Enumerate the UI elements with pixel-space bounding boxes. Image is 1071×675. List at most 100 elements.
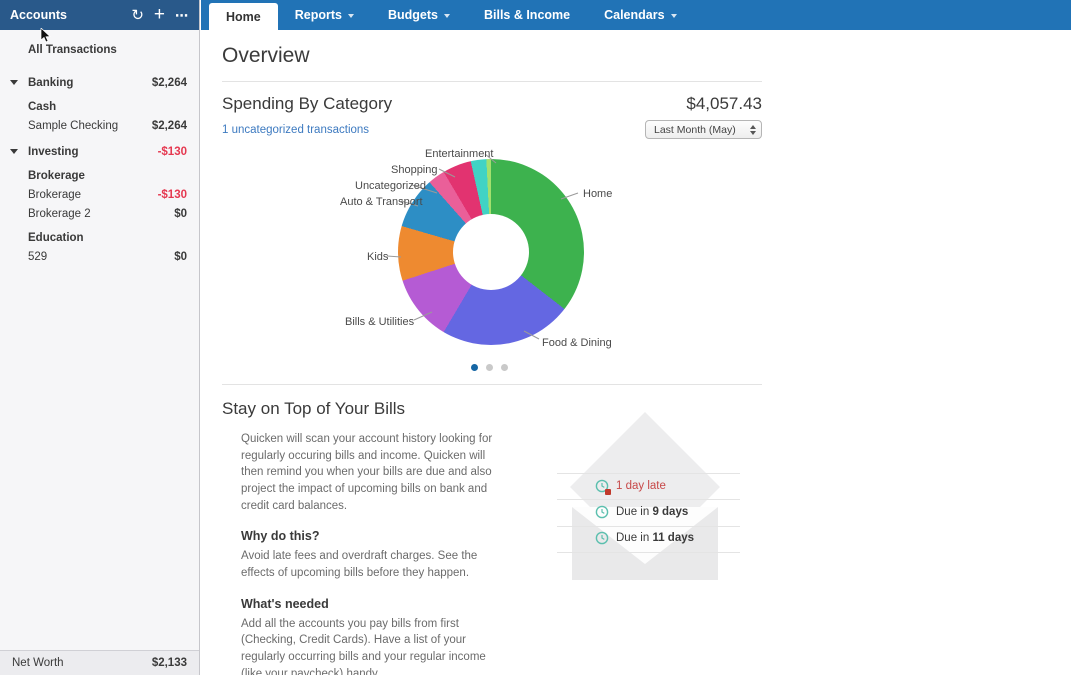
spending-heading: Spending By Category — [222, 94, 393, 113]
reminder-late: 1 day late — [595, 479, 666, 495]
account-balance: $2,264 — [151, 120, 187, 132]
group-label: Banking — [28, 77, 74, 89]
sidebar-subgroup-cash[interactable]: Cash — [0, 98, 199, 117]
carousel-dot-1[interactable] — [471, 364, 478, 371]
divider — [222, 81, 762, 82]
account-label: Brokerage 2 — [28, 208, 91, 220]
spending-donut-chart: Home Food & Dining Bills & Utilities Kid… — [222, 141, 762, 384]
slice-label-uncategorized: Uncategorized — [355, 180, 426, 192]
slice-label-auto-transport: Auto & Transport — [340, 196, 423, 208]
tab-label: Budgets — [387, 8, 438, 22]
uncategorized-link[interactable]: 1 uncategorized transactions — [222, 123, 370, 136]
sidebar-item-sample-checking[interactable]: Sample Checking $2,264 — [0, 117, 199, 136]
carousel-dot-3[interactable] — [501, 364, 508, 371]
group-balance: $2,264 — [151, 77, 187, 89]
subgroup-label: Brokerage — [28, 170, 85, 182]
mouse-cursor — [40, 28, 51, 43]
page-title: Overview — [222, 44, 310, 67]
tab-label: Home — [226, 9, 261, 24]
sidebar-item-brokerage-2[interactable]: Brokerage 2 $0 — [0, 205, 199, 224]
stepper-icon — [750, 124, 756, 135]
bills-section: Stay on Top of Your Bills Quicken will s… — [222, 385, 762, 675]
sidebar-item-529[interactable]: 529 $0 — [0, 248, 199, 267]
account-label: Brokerage — [28, 189, 82, 201]
slice-label-food-dining: Food & Dining — [542, 337, 612, 349]
slice-label-kids: Kids — [367, 251, 389, 263]
rule-line — [557, 552, 740, 553]
accounts-header: Accounts ↻ + ⋯ — [0, 0, 199, 30]
chevron-down-icon[interactable] — [10, 149, 18, 154]
net-worth-label: Net Worth — [12, 657, 64, 669]
account-balance: -$130 — [157, 189, 187, 201]
rule-line — [557, 473, 740, 474]
add-account-icon[interactable]: + — [153, 3, 165, 25]
tab-budgets[interactable]: Budgets — [371, 0, 467, 30]
why-text: Avoid late fees and overdraft charges. S… — [241, 550, 478, 580]
clock-late-icon — [595, 479, 611, 495]
account-label: All Transactions — [28, 44, 117, 56]
tab-label: Bills & Income — [483, 8, 571, 22]
bill-reminders-widget: 1 day late Due in 9 days — [555, 412, 787, 595]
carousel-dot-2[interactable] — [486, 364, 493, 371]
reminder-text: Due in — [616, 532, 653, 544]
accounts-sidebar: Accounts ↻ + ⋯ All Transactions Banking … — [0, 0, 200, 675]
clock-icon — [595, 531, 609, 545]
top-navbar: Home Reports Budgets Bills & Income Cale… — [201, 0, 1071, 30]
tab-calendars[interactable]: Calendars — [587, 0, 693, 30]
refresh-icon[interactable]: ↻ — [131, 6, 144, 24]
account-label: Sample Checking — [28, 120, 119, 132]
label-leader-lines — [386, 153, 579, 340]
slice-label-bills-utilities: Bills & Utilities — [345, 316, 415, 328]
sidebar-group-banking[interactable]: Banking $2,264 — [0, 74, 199, 93]
reminder-bold: 11 days — [652, 532, 695, 544]
needed-text: Add all the accounts you pay bills from … — [241, 617, 486, 675]
period-dropdown[interactable]: Last Month (May) — [645, 120, 762, 139]
reminder-bold: 9 days — [652, 506, 689, 518]
period-value: Last Month (May) — [654, 123, 736, 136]
why-heading: Why do this? — [241, 529, 320, 544]
reminder-due-11: Due in 11 days — [595, 531, 694, 545]
sidebar-item-all-transactions[interactable]: All Transactions — [0, 38, 199, 67]
bills-heading: Stay on Top of Your Bills — [222, 399, 406, 418]
tab-label: Calendars — [604, 8, 665, 22]
rule-line — [557, 526, 740, 527]
late-badge — [605, 489, 611, 495]
net-worth-amount: $2,133 — [151, 657, 187, 669]
sidebar-group-investing[interactable]: Investing -$130 — [0, 143, 199, 162]
divider — [222, 384, 762, 385]
reminder-text: Due in — [616, 506, 653, 518]
chevron-down-icon — [670, 14, 677, 18]
sidebar-subgroup-education[interactable]: Education — [0, 229, 199, 248]
account-label: 529 — [28, 251, 48, 263]
sidebar-subgroup-brokerage[interactable]: Brokerage — [0, 167, 199, 186]
spending-total: $4,057.43 — [686, 94, 762, 113]
slice-label-shopping: Shopping — [391, 164, 438, 176]
net-worth-row: Net Worth $2,133 — [0, 650, 199, 675]
group-label: Investing — [28, 146, 79, 158]
chevron-down-icon[interactable] — [10, 80, 18, 85]
tab-home[interactable]: Home — [209, 3, 278, 30]
sidebar-item-brokerage[interactable]: Brokerage -$130 — [0, 186, 199, 205]
carousel-dots — [471, 364, 508, 371]
main-panel: Overview Spending By Category $4,057.43 … — [201, 30, 1071, 675]
bills-intro: Quicken will scan your account history l… — [241, 433, 493, 512]
accounts-list: All Transactions Banking $2,264 Cash Sam… — [0, 30, 199, 267]
slice-label-home: Home — [583, 188, 613, 200]
reminder-text: 1 day late — [616, 480, 666, 492]
subgroup-label: Cash — [28, 101, 57, 113]
chevron-down-icon — [443, 14, 450, 18]
tab-reports[interactable]: Reports — [278, 0, 371, 30]
rule-line — [557, 499, 740, 500]
clock-icon — [595, 505, 609, 519]
more-icon[interactable]: ⋯ — [175, 7, 189, 23]
tab-label: Reports — [294, 8, 342, 22]
chevron-down-icon — [347, 14, 354, 18]
reminder-due-9: Due in 9 days — [595, 505, 688, 519]
spending-header: Spending By Category $4,057.43 — [222, 82, 762, 114]
group-balance: -$130 — [157, 146, 187, 158]
needed-heading: What's needed — [241, 596, 329, 611]
accounts-title: Accounts — [10, 8, 67, 22]
slice-label-entertainment: Entertainment — [425, 148, 494, 160]
account-balance: $0 — [174, 208, 187, 220]
tab-bills-income[interactable]: Bills & Income — [467, 0, 587, 30]
